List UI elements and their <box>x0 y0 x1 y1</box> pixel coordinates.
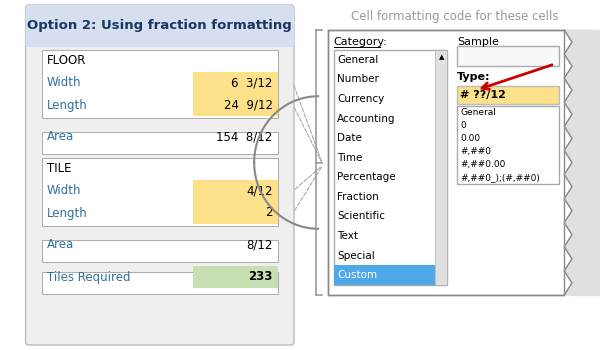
Text: Text: Text <box>337 231 358 241</box>
Bar <box>42 272 278 294</box>
Text: General: General <box>337 55 379 65</box>
Text: General: General <box>460 108 496 117</box>
Text: Length: Length <box>47 98 88 112</box>
Bar <box>457 106 559 184</box>
Text: Percentage: Percentage <box>337 172 396 182</box>
Polygon shape <box>572 30 600 295</box>
Text: Area: Area <box>47 238 74 252</box>
Text: Time: Time <box>337 153 363 163</box>
Bar <box>193 266 278 288</box>
Text: Tiles Required: Tiles Required <box>47 271 130 284</box>
Text: Length: Length <box>47 206 88 219</box>
Bar <box>435 50 448 285</box>
Bar <box>457 86 559 104</box>
Text: Currency: Currency <box>337 94 385 104</box>
Text: Sample: Sample <box>457 37 499 47</box>
Text: #,##0_);(#,##0): #,##0_);(#,##0) <box>460 173 540 182</box>
Text: #,##0.00: #,##0.00 <box>460 160 505 169</box>
Bar <box>42 240 278 262</box>
Bar <box>42 50 278 118</box>
Text: Special: Special <box>337 251 375 261</box>
Text: 2: 2 <box>265 206 273 219</box>
Text: Area: Area <box>47 131 74 144</box>
Text: 0.00: 0.00 <box>460 134 480 143</box>
Bar <box>193 72 278 94</box>
Text: 233: 233 <box>248 271 273 284</box>
Bar <box>193 202 278 224</box>
Text: 8/12: 8/12 <box>247 238 273 252</box>
FancyBboxPatch shape <box>26 5 294 47</box>
Text: # ??/12: # ??/12 <box>460 90 506 100</box>
Bar <box>42 132 278 154</box>
Text: 0: 0 <box>460 121 466 130</box>
Bar <box>328 30 564 295</box>
Bar <box>193 180 278 202</box>
Text: Custom: Custom <box>337 270 377 280</box>
Text: 4/12: 4/12 <box>246 184 273 197</box>
Bar <box>334 50 448 285</box>
Text: TILE: TILE <box>47 162 71 175</box>
Polygon shape <box>564 30 592 295</box>
Text: 6  3/12: 6 3/12 <box>232 77 273 90</box>
Text: FLOOR: FLOOR <box>47 55 86 68</box>
Text: Width: Width <box>47 184 82 197</box>
Text: Date: Date <box>337 133 362 143</box>
Text: Width: Width <box>47 77 82 90</box>
Text: Scientific: Scientific <box>337 211 385 222</box>
Bar <box>42 158 278 226</box>
Text: Number: Number <box>337 75 379 84</box>
Text: Accounting: Accounting <box>337 113 396 124</box>
FancyBboxPatch shape <box>26 5 294 345</box>
Text: Fraction: Fraction <box>337 192 379 202</box>
Bar <box>193 94 278 116</box>
Text: Category:: Category: <box>334 37 388 47</box>
Text: 24  9/12: 24 9/12 <box>224 98 273 112</box>
Text: 154  8/12: 154 8/12 <box>217 131 273 144</box>
Text: Cell formatting code for these cells: Cell formatting code for these cells <box>352 10 559 23</box>
Bar <box>334 265 435 285</box>
Text: #,##0: #,##0 <box>460 147 491 156</box>
Text: ▲: ▲ <box>439 54 444 60</box>
Bar <box>457 46 559 66</box>
Text: Option 2: Using fraction formatting: Option 2: Using fraction formatting <box>28 20 292 33</box>
Text: Type:: Type: <box>457 72 491 82</box>
